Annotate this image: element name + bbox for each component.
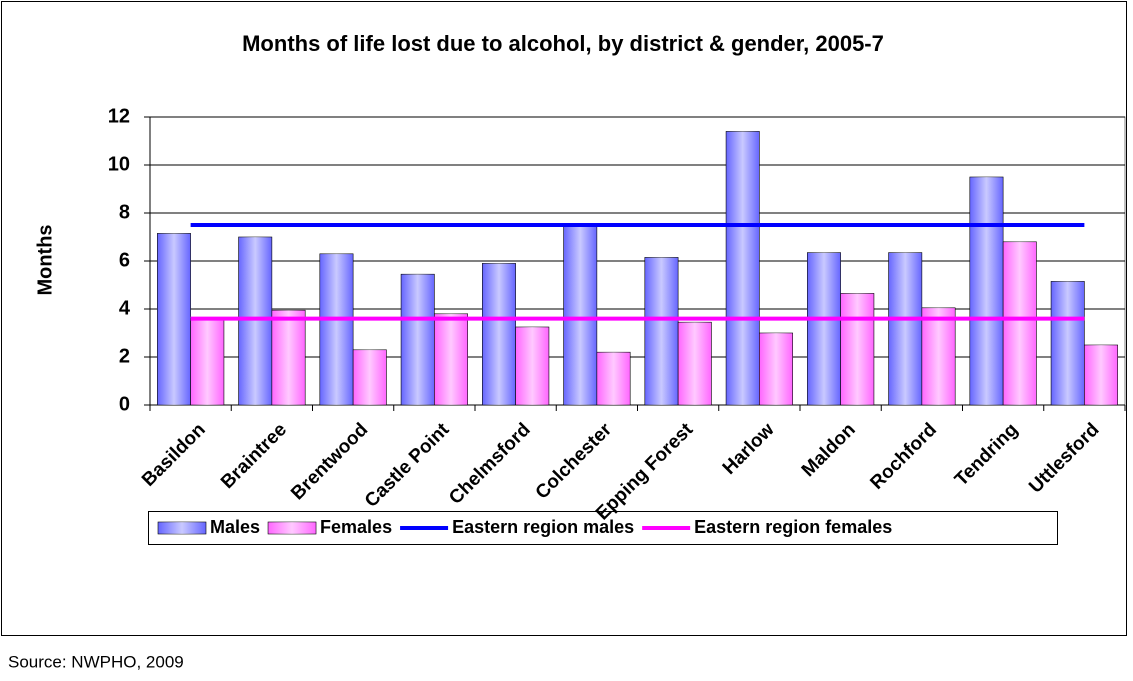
y-tick-label: 0	[119, 393, 130, 415]
source: Source: NWPHO, 2009	[8, 652, 184, 671]
bar-shine	[921, 307, 956, 405]
y-axis-label: Months	[34, 224, 56, 295]
chart-title: Months of life lost due to alcohol, by d…	[242, 31, 884, 56]
bar-shine	[807, 252, 841, 405]
bar-shine	[353, 349, 387, 405]
bar-shine	[888, 252, 922, 405]
bar-shine	[515, 327, 549, 405]
bar-shine	[157, 233, 191, 405]
y-tick-label: 6	[119, 249, 130, 271]
bar-shine	[401, 274, 435, 405]
legend-label: Eastern region females	[694, 517, 892, 537]
y-tick-label: 12	[108, 105, 130, 127]
bar-shine	[1051, 281, 1085, 405]
bar-shine	[644, 257, 679, 405]
bar-shine	[840, 293, 874, 405]
y-tick-label: 10	[108, 153, 130, 175]
y-tick-label: 2	[119, 345, 130, 367]
legend-label: Eastern region males	[452, 517, 634, 537]
bar-shine	[238, 237, 272, 405]
legend-swatch-shine	[268, 522, 317, 534]
bar-shine	[271, 310, 306, 405]
bar-shine	[482, 263, 516, 405]
legend-swatch-shine	[158, 522, 206, 534]
bar-shine	[596, 352, 631, 405]
y-tick-label: 8	[119, 201, 130, 223]
bar-shine	[1084, 345, 1118, 405]
bar-shine	[726, 131, 760, 405]
bar-shine	[319, 253, 354, 405]
legend-label: Females	[320, 517, 392, 537]
bar-shine	[969, 177, 1004, 405]
bar-shine	[434, 313, 468, 405]
bar-shine	[678, 322, 712, 405]
bar-shine	[1003, 241, 1037, 405]
bar-shine	[563, 225, 597, 405]
legend-label: Males	[210, 517, 260, 537]
bar-shine	[190, 318, 224, 405]
y-tick-label: 4	[119, 297, 131, 319]
bar-shine	[759, 333, 793, 405]
